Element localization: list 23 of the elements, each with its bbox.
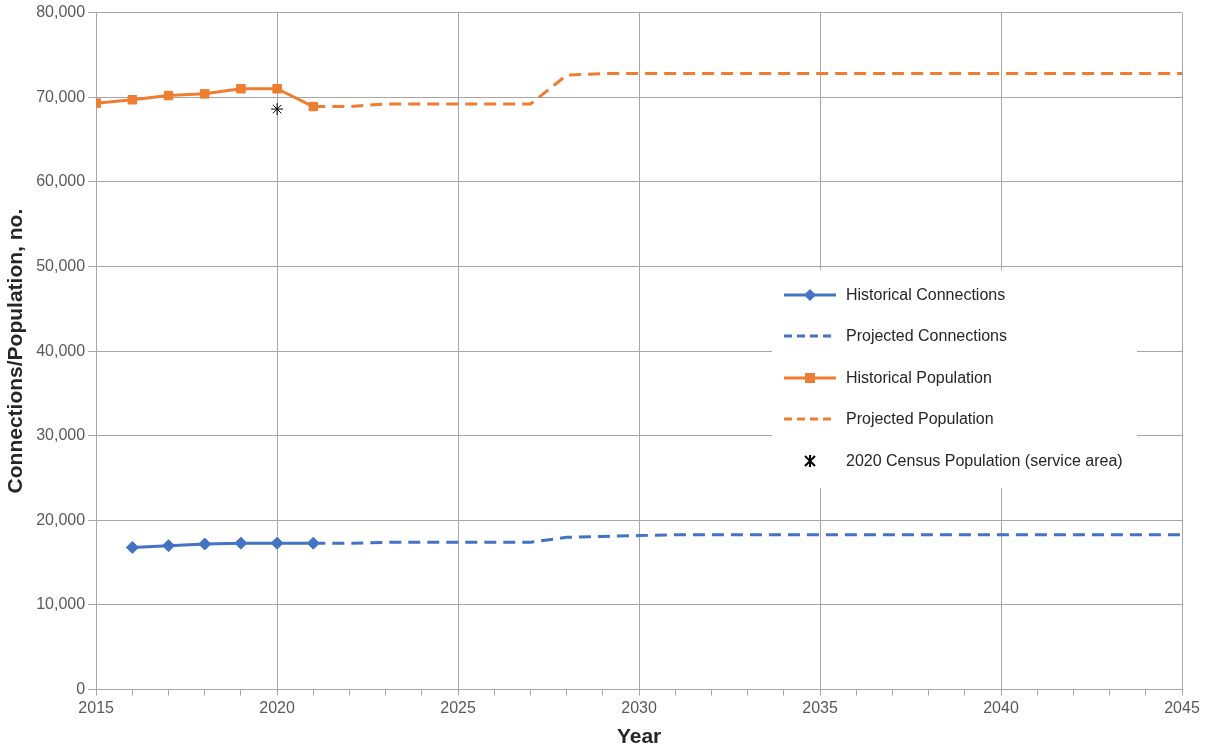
legend-label: 2020 Census Population (service area)	[846, 451, 1123, 470]
y-tick-label: 80,000	[36, 3, 86, 21]
y-tick-label: 70,000	[36, 87, 86, 105]
y-tick-label: 0	[76, 680, 86, 698]
y-tick-label: 10,000	[36, 595, 86, 613]
legend-label: Projected Connections	[846, 327, 1007, 346]
legend-label: Historical Connections	[846, 285, 1006, 304]
x-tick-label: 2035	[802, 698, 838, 716]
x-tick-label: 2045	[1164, 698, 1200, 716]
x-tick-label: 2040	[983, 698, 1019, 716]
x-tick-label: 2020	[259, 698, 296, 716]
y-tick-label: 30,000	[36, 426, 86, 444]
y-tick-label: 60,000	[36, 172, 86, 190]
legend-label: Projected Population	[846, 410, 994, 429]
x-tick-label: 2025	[440, 698, 476, 716]
x-tick-label: 2015	[78, 698, 115, 716]
x-axis-title: Year	[616, 724, 662, 748]
y-tick-label: 20,000	[36, 510, 86, 528]
y-axis-title: Connections/Population, no.	[3, 208, 27, 494]
y-tick-label: 50,000	[36, 256, 86, 274]
x-tick-label: 2030	[621, 698, 657, 716]
y-tick-label: 40,000	[36, 341, 86, 359]
legend-label: Historical Population	[846, 368, 992, 387]
